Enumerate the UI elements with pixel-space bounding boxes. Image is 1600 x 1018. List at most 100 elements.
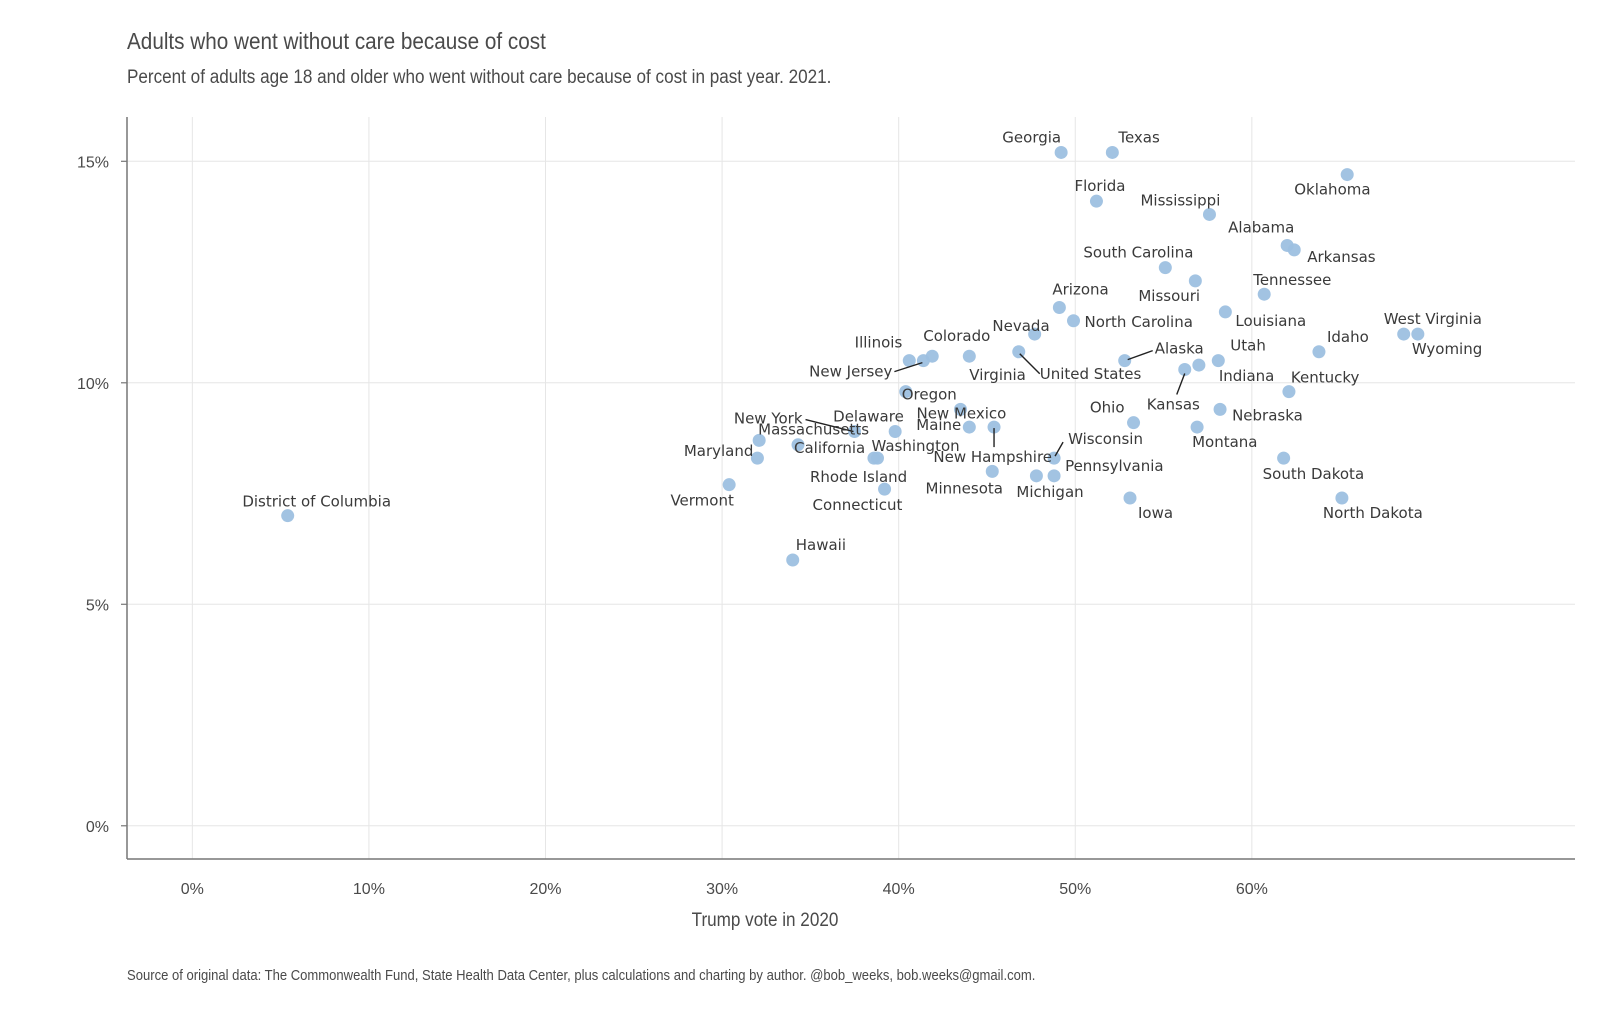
point-new-york — [848, 425, 862, 439]
label-michigan: Michigan — [1016, 483, 1083, 501]
label-district-of-columbia: District of Columbia — [242, 493, 391, 511]
leader-wisconsin — [1054, 441, 1064, 457]
x-tick-label: 0% — [181, 881, 204, 898]
label-wisconsin: Wisconsin — [1068, 430, 1143, 448]
point-michigan — [1029, 469, 1043, 483]
point-united-states — [1012, 345, 1026, 359]
label-missouri: Missouri — [1138, 287, 1200, 305]
point-vermont — [722, 478, 736, 492]
point-maryland — [750, 451, 764, 465]
point-district-of-columbia — [281, 509, 295, 523]
point-oregon — [899, 385, 913, 399]
label-south-dakota: South Dakota — [1263, 465, 1365, 483]
label-alaska: Alaska — [1155, 340, 1204, 358]
point-illinois — [902, 354, 916, 368]
y-tick-label: 0% — [86, 819, 109, 836]
label-nevada: Nevada — [992, 317, 1049, 335]
label-illinois: Illinois — [855, 334, 903, 352]
label-utah: Utah — [1230, 337, 1266, 355]
point-wyoming — [1411, 327, 1425, 341]
point-kentucky — [1282, 385, 1296, 399]
data-points — [281, 145, 1425, 567]
point-pennsylvania — [1047, 469, 1061, 483]
label-montana: Montana — [1192, 433, 1257, 451]
label-indiana: Indiana — [1219, 367, 1275, 385]
grid-lines — [127, 117, 1575, 859]
label-virginia: Virginia — [969, 366, 1026, 384]
label-idaho: Idaho — [1327, 328, 1369, 346]
label-new-hampshire: New Hampshire — [933, 448, 1052, 466]
point-ohio — [1127, 416, 1141, 430]
point-north-carolina — [1066, 314, 1080, 328]
point-north-dakota — [1335, 491, 1349, 505]
point-louisiana — [1218, 305, 1232, 319]
x-axis-title: Trump vote in 2020 — [691, 910, 839, 931]
label-arkansas: Arkansas — [1307, 248, 1376, 266]
label-tennessee: Tennessee — [1252, 271, 1331, 289]
label-california: California — [794, 439, 865, 457]
point-iowa — [1123, 491, 1137, 505]
chart-subtitle: Percent of adults age 18 and older who w… — [127, 67, 832, 88]
y-tick-label: 5% — [86, 597, 109, 614]
axes — [121, 117, 1575, 860]
label-united-states: United States — [1040, 365, 1142, 383]
point-virginia — [962, 349, 976, 363]
label-mississippi: Mississippi — [1140, 191, 1220, 209]
point-labels: District of Columbia Vermont Massachusetts… — [242, 128, 1482, 554]
label-nebraska: Nebraska — [1232, 406, 1303, 424]
label-west-virginia: West Virginia — [1384, 310, 1482, 328]
point-washington — [870, 451, 884, 465]
x-tick-label: 10% — [353, 881, 385, 898]
label-texas: Texas — [1117, 128, 1160, 146]
point-arkansas — [1287, 243, 1301, 257]
label-new-jersey: New Jersey — [809, 363, 892, 381]
point-delaware — [888, 425, 902, 439]
label-oklahoma: Oklahoma — [1294, 181, 1370, 199]
label-florida: Florida — [1074, 177, 1125, 195]
source-caption: Source of original data: The Commonwealt… — [127, 968, 1036, 984]
y-tick-label: 10% — [77, 376, 109, 393]
point-tennessee — [1257, 287, 1271, 301]
label-oregon: Oregon — [902, 386, 957, 404]
point-new-hampshire — [987, 420, 1001, 434]
label-maryland: Maryland — [684, 442, 754, 460]
point-south-carolina — [1158, 261, 1172, 275]
label-connecticut: Connecticut — [813, 496, 903, 514]
label-leader-lines — [805, 349, 1186, 457]
point-new-mexico — [953, 402, 967, 416]
x-tick-label: 40% — [883, 881, 915, 898]
label-north-carolina: North Carolina — [1084, 313, 1192, 331]
label-north-dakota: North Dakota — [1323, 504, 1423, 522]
point-montana — [1190, 420, 1204, 434]
point-south-dakota — [1277, 451, 1291, 465]
point-indiana — [1192, 358, 1206, 372]
label-south-carolina: South Carolina — [1083, 244, 1193, 262]
point-hawaii — [786, 553, 800, 567]
x-tick-label: 50% — [1059, 881, 1091, 898]
label-maine: Maine — [916, 416, 961, 434]
y-tick-label: 15% — [77, 154, 109, 171]
x-tick-label: 20% — [529, 881, 561, 898]
label-washington: Washington — [871, 437, 959, 455]
point-texas — [1105, 145, 1119, 159]
label-arizona: Arizona — [1052, 280, 1108, 298]
label-pennsylvania: Pennsylvania — [1065, 457, 1164, 475]
label-rhode-island: Rhode Island — [810, 468, 907, 486]
x-tick-label: 30% — [706, 881, 738, 898]
point-missouri — [1188, 274, 1202, 288]
label-new-mexico: New Mexico — [916, 404, 1006, 422]
point-arizona — [1052, 300, 1066, 314]
label-georgia: Georgia — [1002, 128, 1061, 146]
label-vermont: Vermont — [670, 492, 734, 510]
label-ohio: Ohio — [1090, 399, 1125, 417]
label-alabama: Alabama — [1228, 218, 1294, 236]
point-mississippi — [1202, 207, 1216, 221]
point-minnesota — [985, 464, 999, 478]
label-delaware: Delaware — [833, 408, 904, 426]
point-idaho — [1312, 345, 1326, 359]
point-massachusetts — [752, 433, 766, 447]
label-kansas: Kansas — [1147, 396, 1200, 414]
point-alaska — [1118, 354, 1132, 368]
point-maine — [962, 420, 976, 434]
